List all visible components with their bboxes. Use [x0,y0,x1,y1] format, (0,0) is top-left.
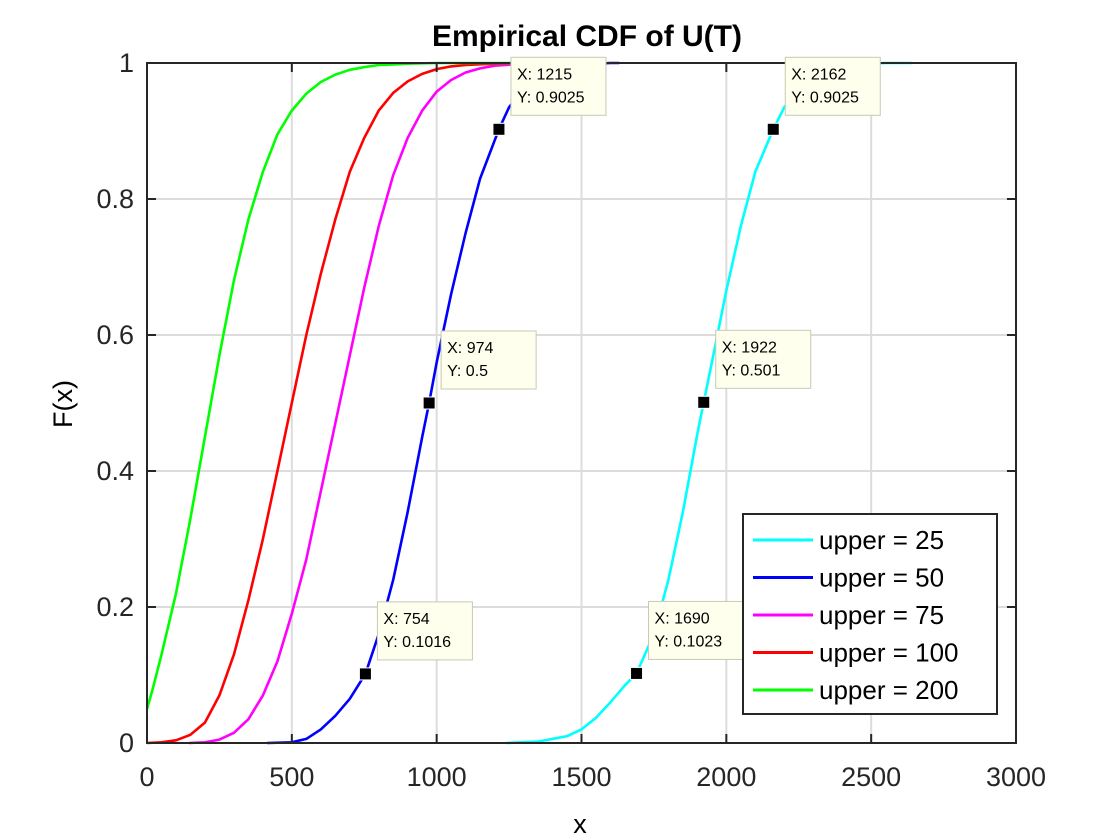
axes: 0 500 1000 1500 2000 2500 3000 0 0.2 0.4 0.6 0.8 1 [96,48,1046,792]
datatip-y-label: Y: 0.1016 [383,634,451,651]
datatip-x-label: X: 1215 [517,66,572,83]
y-tick-label: 0.2 [96,592,134,622]
legend-entry: upper = 25 [819,525,944,555]
datatip-box [715,329,812,389]
datatip-y-label: Y: 0.5 [447,363,488,380]
x-tick-label: 3000 [986,762,1046,792]
x-tick-label: 2000 [696,762,756,792]
datatip-marker [422,396,436,410]
datatip-box [376,601,473,661]
datatips: X: 1215 Y: 0.9025 X: 974 Y: 0.5 X: 754 Y: 0.1… [358,56,881,681]
datatip-box [648,600,745,660]
datatip-x-label: X: 754 [383,611,429,628]
x-tick-label: 500 [269,762,314,792]
datatip-box [510,56,607,116]
datatip-box [784,56,881,116]
datatip-marker [358,667,372,681]
series-line-4 [146,61,553,745]
datatip-y-label: Y: 0.9025 [791,89,859,106]
y-tick-label: 0.6 [96,320,134,350]
datatip-marker [766,122,780,136]
x-tick-label: 0 [139,762,154,792]
datatip-3: X: 754 Y: 0.1016 [358,601,473,681]
x-tick-label: 2500 [841,762,901,792]
datatip-x-label: X: 1922 [722,339,777,356]
y-tick-label: 0.4 [96,456,134,486]
datatip-x-label: X: 974 [447,340,493,357]
datatip-2: X: 974 Y: 0.5 [422,330,537,410]
legend: upper = 25 upper = 50 upper = 75 upper = 10… [742,513,998,715]
datatip-x-label: X: 2162 [791,66,846,83]
y-axis-label: F(x) [48,380,78,428]
x-tick-label: 1000 [407,762,467,792]
datatip-y-label: Y: 0.9025 [517,89,585,106]
legend-entry: upper = 50 [819,563,944,593]
datatip-x-label: X: 1690 [655,610,710,627]
datatip-1: X: 1215 Y: 0.9025 [492,56,607,136]
legend-entry: upper = 75 [819,600,944,630]
datatip-4: X: 2162 Y: 0.9025 [766,56,881,136]
datatip-5: X: 1922 Y: 0.501 [697,329,812,409]
x-axis-label: x [573,809,587,839]
datatip-6: X: 1690 Y: 0.1023 [630,600,745,680]
x-tick-label: 1500 [551,762,611,792]
datatip-marker [630,666,644,680]
chart-title: Empirical CDF of U(T) [432,20,742,53]
legend-entry: upper = 100 [819,638,959,668]
datatip-y-label: Y: 0.501 [722,362,781,379]
y-tick-label: 0 [119,728,134,758]
series-line-3 [188,61,599,745]
y-tick-label: 1 [119,48,134,78]
datatip-marker [697,395,711,409]
legend-entry: upper = 200 [819,675,959,705]
datatip-y-label: Y: 0.1023 [655,633,723,650]
datatip-marker [492,122,506,136]
y-tick-label: 0.8 [96,184,134,214]
datatip-box [440,330,537,390]
